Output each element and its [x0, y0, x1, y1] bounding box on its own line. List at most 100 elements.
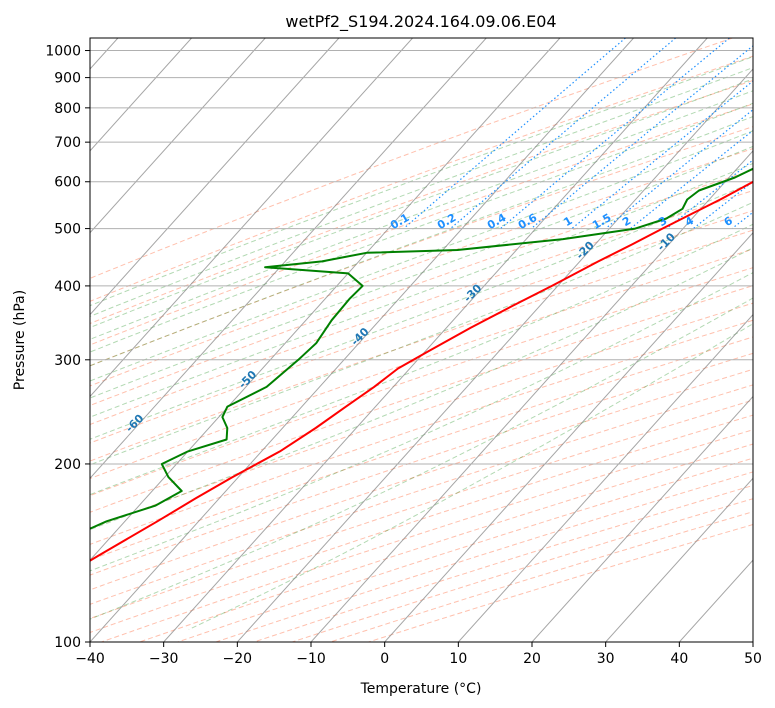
- dry-adiabat: [90, 368, 753, 591]
- saturation-temp-label: -40: [348, 325, 371, 348]
- dry-adiabat: [368, 524, 753, 642]
- x-tick-label: 0: [380, 651, 389, 667]
- dewpoint-profile-line: [90, 167, 753, 530]
- dry-adiabat: [101, 429, 753, 642]
- saturation-temp-label: -50: [236, 368, 259, 391]
- line-labels: -100-90-80-70-60-50-40-30-20-100.10.20.4…: [10, 199, 775, 478]
- mixing-ratio-label: 6: [722, 214, 735, 229]
- mixing-ratio-label: 8: [750, 214, 763, 229]
- mixing-ratio-line: [571, 80, 753, 229]
- isotherm: [236, 68, 753, 642]
- x-tick-label: −20: [223, 651, 253, 667]
- plot-area: -100-90-80-70-60-50-40-30-20-100.10.20.4…: [10, 38, 775, 642]
- dry-adiabat: [90, 384, 753, 605]
- x-tick-label: 20: [523, 651, 541, 667]
- isotherm: [163, 38, 708, 642]
- mixing-ratio-line: [732, 211, 753, 229]
- isotherm: [90, 38, 561, 561]
- moist-adiabat: [90, 67, 753, 317]
- x-axis-label: Temperature (°C): [360, 681, 482, 697]
- dry-adiabat: [90, 352, 753, 576]
- mixing-ratio-label: 2: [620, 214, 633, 229]
- x-axis-ticks: −40 −30 −20 −10 0 10 20 30 40 50: [75, 642, 762, 667]
- y-tick-label: 500: [54, 222, 81, 238]
- isotherm: [90, 38, 266, 234]
- isotherms: [90, 38, 753, 642]
- isotherm: [384, 231, 753, 642]
- isotherm: [605, 477, 753, 642]
- dry-adiabat: [90, 336, 753, 561]
- mixing-ratio-line: [605, 108, 753, 229]
- plot-frame: [89, 37, 754, 643]
- saturation-temp-label: -60: [123, 411, 146, 434]
- isotherm: [457, 313, 753, 642]
- x-tick-label: 40: [670, 651, 688, 667]
- saturation-temp-label: -20: [574, 238, 597, 261]
- dry-adiabat: [90, 414, 753, 634]
- dry-adiabat: [90, 103, 753, 346]
- profile-series: [90, 167, 753, 562]
- dry-adiabat: [90, 302, 753, 530]
- mixing-ratio-line: [531, 45, 753, 229]
- moist-adiabat: [90, 181, 753, 440]
- dry-adiabat: [330, 511, 753, 642]
- isotherm: [531, 395, 753, 642]
- dry-adiabat: [90, 267, 753, 497]
- mixing-ratio-line: [693, 180, 753, 229]
- dry-adiabat: [90, 248, 753, 480]
- y-tick-label: 100: [54, 635, 81, 651]
- mixing-ratio-label: 10: [770, 212, 775, 231]
- y-tick-label: 200: [54, 457, 81, 473]
- y-tick-label: 300: [54, 353, 81, 369]
- mixing-ratio-line: [630, 129, 753, 229]
- isotherm: [90, 38, 634, 642]
- mixing-ratio-line: [500, 38, 730, 229]
- moist-adiabats: [90, 56, 753, 630]
- saturation-temp-label: -70: [10, 455, 33, 478]
- x-tick-label: −30: [149, 651, 179, 667]
- dry-adiabat: [90, 148, 753, 387]
- moist-adiabat: [90, 56, 753, 307]
- dry-adiabat: [254, 484, 753, 642]
- dry-adiabats: [90, 38, 753, 642]
- dry-adiabat: [90, 126, 753, 367]
- dry-adiabat: [90, 210, 753, 444]
- dry-adiabat: [90, 229, 753, 462]
- x-tick-label: 10: [449, 651, 467, 667]
- moist-adiabat: [90, 78, 753, 329]
- moist-adiabat: [188, 323, 753, 630]
- x-tick-label: 30: [597, 651, 615, 667]
- dry-adiabat: [90, 285, 753, 513]
- x-tick-label: −10: [296, 651, 326, 667]
- saturation-temp-label: -10: [655, 230, 678, 253]
- isotherm: [90, 38, 192, 152]
- isotherm-label: 0: [765, 199, 775, 214]
- moist-adiabat: [90, 102, 753, 353]
- dry-adiabat: [90, 169, 753, 407]
- mixing-ratio-line: [403, 38, 626, 229]
- dry-adiabat: [215, 471, 753, 642]
- isotherm: [90, 38, 413, 398]
- pressure-gridlines: [90, 50, 753, 642]
- dry-adiabat: [90, 190, 753, 426]
- x-tick-label: 50: [744, 651, 762, 667]
- y-tick-label: 400: [54, 279, 81, 295]
- y-tick-label: 900: [54, 71, 81, 87]
- moist-adiabat: [90, 247, 753, 531]
- dry-adiabat: [90, 399, 753, 620]
- y-axis-label: Pressure (hPa): [12, 290, 28, 390]
- chart-title: wetPf2_S194.2024.164.09.06.E04: [285, 12, 556, 32]
- y-axis-ticks: 1000 900 800 700 600 500 400 300 200 100: [45, 44, 90, 651]
- y-tick-label: 700: [54, 135, 81, 151]
- dry-adiabat: [90, 79, 753, 325]
- x-tick-label: −40: [75, 651, 105, 667]
- moist-adiabat: [90, 145, 753, 399]
- dry-adiabat: [292, 498, 753, 642]
- mixing-ratio-line: [666, 159, 753, 229]
- isotherm: [310, 150, 753, 642]
- moist-adiabat: [90, 297, 753, 620]
- y-tick-label: 1000: [45, 44, 81, 60]
- moist-adiabat: [90, 162, 753, 418]
- moist-adiabat: [90, 272, 753, 572]
- moist-adiabat: [90, 130, 753, 382]
